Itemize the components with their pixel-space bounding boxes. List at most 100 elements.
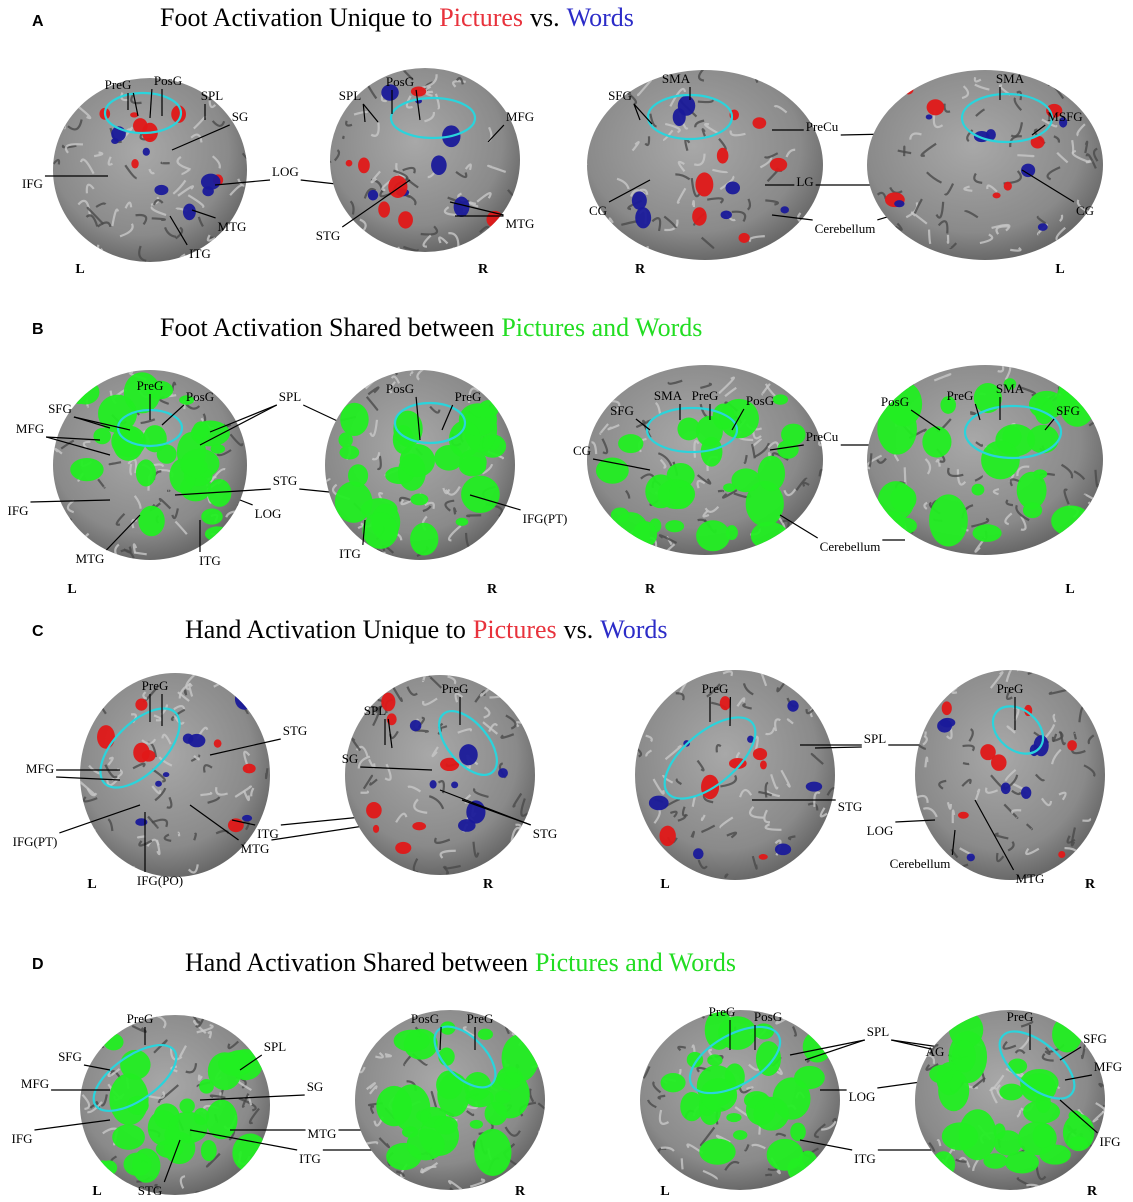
region-label: SG	[342, 751, 359, 766]
sulcus	[1025, 256, 1040, 261]
activation-blob	[97, 725, 115, 749]
brain-image	[355, 999, 546, 1200]
sulcus	[1062, 531, 1067, 535]
activation-blob	[1021, 787, 1031, 799]
activation-blob	[366, 802, 382, 819]
sulcus	[759, 257, 766, 262]
activation-blob	[502, 1034, 539, 1082]
activation-blob	[378, 201, 390, 217]
activation-blob	[1033, 469, 1047, 478]
sulcus	[251, 1013, 264, 1026]
sulcus	[462, 364, 476, 370]
title-part: Foot Activation Unique to	[160, 3, 432, 32]
sulcus	[348, 533, 352, 538]
hemisphere-label: L	[87, 877, 96, 892]
activation-blob	[696, 416, 723, 447]
sulcus	[924, 1035, 929, 1041]
activation-blob	[70, 458, 103, 481]
activation-blob	[696, 520, 730, 551]
activation-blob	[770, 158, 787, 172]
activation-blob	[756, 1041, 781, 1076]
activation-blob	[937, 719, 952, 732]
activation-blob	[205, 526, 230, 541]
sulcus	[251, 1007, 256, 1021]
sulcus	[659, 1034, 669, 1037]
sulcus	[331, 78, 338, 88]
sulcus	[1097, 553, 1101, 564]
activation-blob	[1023, 502, 1042, 518]
activation-blob	[707, 1054, 722, 1066]
title-part: Pictures and Words	[535, 948, 736, 977]
region-label: CG	[1076, 203, 1094, 218]
region-label: PreG	[137, 378, 164, 393]
activation-blob	[348, 464, 368, 487]
sulcus	[317, 108, 331, 121]
activation-blob	[717, 148, 729, 164]
activation-blob	[981, 441, 1020, 480]
sulcus	[81, 693, 91, 700]
brain-image	[53, 368, 255, 569]
panel-letter: A	[32, 13, 44, 30]
activation-blob	[112, 1124, 145, 1149]
activation-blob	[754, 1023, 774, 1039]
panel-letter: C	[32, 623, 44, 640]
activation-blob	[1051, 505, 1091, 536]
region-label: SPL	[867, 1024, 889, 1039]
activation-blob	[395, 842, 411, 854]
region-label: PreG	[947, 388, 974, 403]
sulcus	[521, 1174, 539, 1181]
sulcus	[1090, 858, 1103, 869]
activation-blob	[967, 853, 975, 861]
activation-blob	[154, 185, 168, 195]
activation-blob	[753, 748, 767, 760]
activation-blob	[618, 434, 643, 453]
brain-image	[345, 666, 537, 879]
region-label: Cerebellum	[820, 539, 881, 554]
activation-blob	[193, 421, 210, 440]
sulcus	[1017, 155, 1033, 156]
region-label: MTG	[218, 219, 247, 234]
title-part: vs.	[530, 3, 560, 32]
sulcus	[1074, 86, 1084, 99]
region-label: LOG	[255, 506, 282, 521]
region-label: AG	[926, 1044, 945, 1059]
region-label: MFG	[16, 421, 44, 436]
activation-blob	[649, 796, 669, 811]
activation-blob	[96, 1160, 110, 1178]
activation-blob	[721, 211, 732, 220]
region-label: SPL	[864, 731, 886, 746]
activation-blob	[201, 174, 221, 190]
region-label: MFG	[26, 761, 54, 776]
sulcus	[940, 679, 950, 687]
sulcus	[831, 1159, 836, 1172]
region-label: IFG	[12, 1131, 33, 1146]
sulcus	[330, 526, 337, 539]
sulcus	[185, 691, 186, 696]
sulcus	[810, 1014, 819, 1018]
sulcus	[911, 364, 921, 376]
activation-blob	[958, 812, 969, 819]
sulcus	[390, 247, 400, 261]
activation-blob	[725, 182, 740, 195]
activation-blob	[775, 844, 791, 856]
activation-blob	[699, 1139, 735, 1165]
activation-blob	[759, 854, 768, 860]
region-label: STG	[533, 826, 558, 841]
sulcus	[929, 687, 938, 698]
brain-surface	[867, 70, 1103, 260]
sulcus	[385, 1054, 391, 1056]
activation-blob	[407, 1128, 445, 1160]
region-label: MTG	[1016, 871, 1045, 886]
region-label: STG	[316, 228, 341, 243]
sulcus	[1059, 71, 1071, 73]
sulcus	[756, 70, 758, 82]
leader-line	[240, 500, 253, 505]
activation-blob	[431, 155, 447, 175]
region-label: SFG	[1056, 403, 1080, 418]
sulcus	[963, 763, 969, 764]
sulcus	[577, 83, 592, 94]
sulcus	[363, 1029, 374, 1042]
sulcus	[804, 1010, 813, 1018]
sulcus	[320, 161, 330, 162]
sulcus	[81, 830, 96, 843]
